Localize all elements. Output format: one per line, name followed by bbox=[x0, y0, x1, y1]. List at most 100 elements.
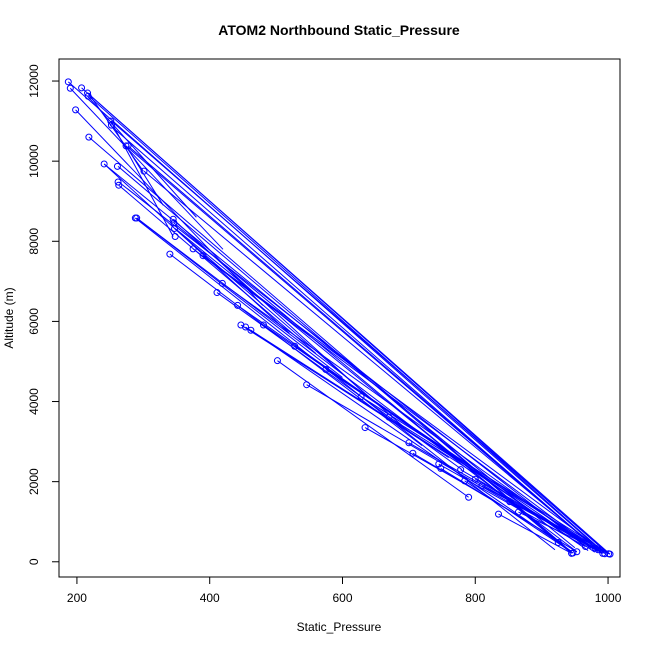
data-point bbox=[495, 510, 503, 518]
data-point bbox=[189, 245, 197, 253]
series-line-segment bbox=[245, 326, 476, 475]
data-point bbox=[601, 550, 609, 558]
series-line-segment bbox=[498, 513, 572, 554]
plot-area-border bbox=[58, 58, 621, 578]
data-point bbox=[409, 449, 417, 457]
data-point bbox=[218, 279, 226, 287]
series-line-segment bbox=[202, 255, 602, 551]
data-point bbox=[140, 167, 148, 175]
series-line-segment bbox=[81, 87, 611, 555]
data-point bbox=[171, 224, 179, 232]
data-point bbox=[357, 393, 365, 401]
data-point bbox=[199, 252, 207, 260]
data-point bbox=[465, 493, 473, 501]
data-point bbox=[213, 289, 221, 297]
data-point bbox=[461, 477, 469, 485]
series-line-segment bbox=[192, 248, 599, 553]
data-point bbox=[594, 546, 602, 554]
data-point bbox=[234, 301, 242, 309]
x-tick-label: 1000 bbox=[595, 591, 622, 605]
series-line-segment bbox=[67, 81, 606, 555]
data-point bbox=[169, 215, 177, 223]
data-point bbox=[242, 323, 250, 331]
series-line-segment bbox=[460, 469, 596, 549]
data-point bbox=[64, 78, 72, 86]
data-point bbox=[259, 321, 267, 329]
data-point bbox=[84, 92, 92, 100]
series-line-segment bbox=[360, 396, 609, 555]
series-line-segment bbox=[509, 501, 599, 551]
data-point bbox=[385, 413, 393, 421]
x-tick-label: 600 bbox=[332, 591, 352, 605]
series-line-segment bbox=[87, 95, 197, 218]
data-point bbox=[457, 466, 465, 474]
data-point bbox=[554, 539, 562, 547]
y-tick-label: 12000 bbox=[27, 64, 41, 98]
data-point bbox=[273, 357, 281, 365]
data-point bbox=[85, 133, 93, 141]
data-point bbox=[113, 162, 121, 170]
data-point bbox=[115, 181, 123, 189]
y-tick-label: 8000 bbox=[27, 228, 41, 255]
series-points bbox=[64, 78, 614, 558]
data-point bbox=[478, 482, 486, 490]
data-point bbox=[471, 475, 479, 483]
y-tick-label: 6000 bbox=[27, 308, 41, 335]
series-line-segment bbox=[88, 95, 606, 554]
data-point bbox=[573, 548, 581, 556]
y-tick-label: 0 bbox=[27, 558, 41, 565]
data-point bbox=[606, 550, 614, 558]
series-line-segment bbox=[172, 218, 370, 398]
y-tick-label: 10000 bbox=[27, 144, 41, 178]
series-line-segment bbox=[103, 163, 290, 334]
data-point bbox=[247, 326, 255, 334]
series-line-segment bbox=[87, 92, 144, 172]
y-axis-label: Altitude (m) bbox=[2, 287, 16, 348]
x-axis-label: Static_Pressure bbox=[297, 620, 382, 634]
data-point bbox=[291, 342, 299, 350]
series-line-segment bbox=[481, 485, 611, 555]
series-line-segment bbox=[216, 292, 463, 471]
data-point bbox=[581, 543, 589, 551]
y-tick-label: 2000 bbox=[27, 468, 41, 495]
data-point bbox=[171, 232, 179, 240]
x-tick-label: 200 bbox=[67, 591, 87, 605]
series-line-segment bbox=[306, 384, 522, 511]
series-line-segment bbox=[143, 170, 604, 554]
data-point bbox=[437, 464, 445, 472]
series-line-segment bbox=[125, 145, 596, 549]
data-point bbox=[107, 117, 115, 125]
data-point bbox=[100, 160, 108, 168]
series-line-segment bbox=[127, 145, 599, 551]
data-point bbox=[435, 460, 443, 468]
y-tick-label: 4000 bbox=[27, 388, 41, 415]
data-point bbox=[303, 381, 311, 389]
data-point bbox=[133, 214, 141, 222]
data-point bbox=[237, 321, 245, 329]
x-tick-label: 800 bbox=[465, 591, 485, 605]
data-point bbox=[506, 498, 514, 506]
series-line-segment bbox=[388, 416, 605, 553]
x-axis: 200 400 600 800 1000 bbox=[67, 577, 622, 605]
series-line-segment bbox=[464, 480, 574, 554]
data-point bbox=[124, 142, 132, 150]
series-line-segment bbox=[117, 165, 562, 545]
data-point bbox=[405, 439, 413, 447]
data-point bbox=[569, 549, 577, 557]
data-point bbox=[514, 508, 522, 516]
data-point bbox=[166, 250, 174, 258]
series-line-segment bbox=[118, 181, 586, 547]
data-point bbox=[72, 106, 80, 114]
series-line-segment bbox=[169, 253, 423, 446]
data-point bbox=[66, 84, 74, 92]
data-point bbox=[122, 142, 130, 150]
series-line-segment bbox=[75, 109, 264, 306]
series-lines bbox=[67, 81, 611, 555]
x-tick-label: 400 bbox=[200, 591, 220, 605]
series-line-segment bbox=[118, 184, 317, 354]
data-point bbox=[84, 89, 92, 97]
data-point bbox=[114, 178, 122, 186]
data-point bbox=[107, 121, 115, 129]
chart-title: ATOM2 Northbound Static_Pressure bbox=[218, 22, 460, 38]
